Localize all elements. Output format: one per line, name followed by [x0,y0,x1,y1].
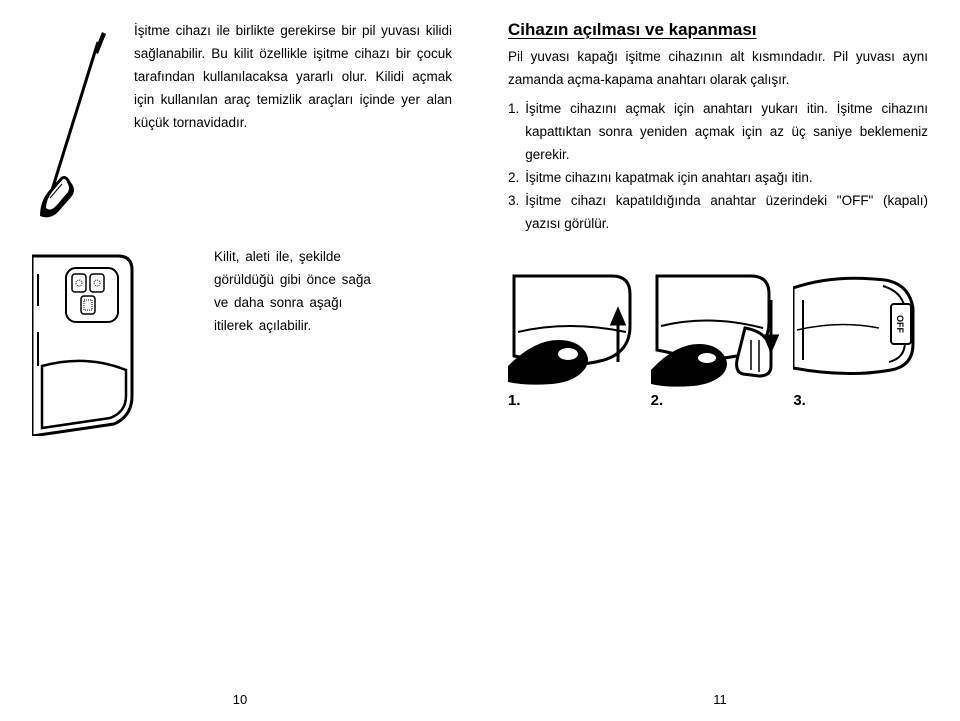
section-heading: Cihazın açılması ve kapanması [508,20,928,40]
list-txt-1: İşitme cihazını açmak için anahtarı yuka… [525,98,928,167]
numbered-list: 1. İşitme cihazını açmak için anahtarı y… [508,98,928,236]
list-num-3: 3. [508,190,519,236]
step-1: 1. [508,270,643,409]
block1-row: İşitme cihazı ile birlikte gerekirse bir… [32,20,452,220]
page-right: Cihazın açılması ve kapanması Pil yuvası… [480,0,960,721]
step-3: OFF 3. [793,270,928,409]
step1-icon [508,270,636,390]
page-left: İşitme cihazı ile birlikte gerekirse bir… [0,0,480,721]
list-num-1: 1. [508,98,519,167]
steps-figure: 1. 2. [508,270,928,409]
list-item: 3. İşitme cihazı kapatıldığında anahtar … [508,190,928,236]
list-item: 1. İşitme cihazını açmak için anahtarı y… [508,98,928,167]
page-number-left: 10 [233,692,247,707]
list-item: 2. İşitme cihazını kapatmak için anahtar… [508,167,928,190]
screwdriver-icon [32,20,120,220]
block2-line2: görüldüğü gibi önce sağa [214,269,434,292]
off-label: OFF [895,315,905,333]
step3-icon: OFF [793,270,921,390]
block2-line4: itilerek açılabilir. [214,315,434,338]
block2-line3: ve daha sonra aşağı [214,292,434,315]
device-lock-figure [32,246,200,436]
intro-text: Pil yuvası kapağı işitme cihazının alt k… [508,46,928,92]
block1-text: İşitme cihazı ile birlikte gerekirse bir… [134,20,452,220]
step2-icon [651,270,779,390]
list-txt-3: İşitme cihazı kapatıldığında anahtar üze… [525,190,928,236]
step2-label: 2. [651,392,786,409]
block2-text: Kilit, aleti ile, şekilde görüldüğü gibi… [214,246,434,436]
list-txt-2: İşitme cihazını kapatmak için anahtarı a… [525,167,928,190]
step3-label: 3. [793,392,928,409]
block2-row: Kilit, aleti ile, şekilde görüldüğü gibi… [32,246,452,436]
step1-label: 1. [508,392,643,409]
list-num-2: 2. [508,167,519,190]
block2-line1: Kilit, aleti ile, şekilde [214,246,434,269]
device-lock-icon [32,246,200,436]
page-number-right: 11 [713,692,727,707]
screwdriver-figure [32,20,120,220]
step-2: 2. [651,270,786,409]
